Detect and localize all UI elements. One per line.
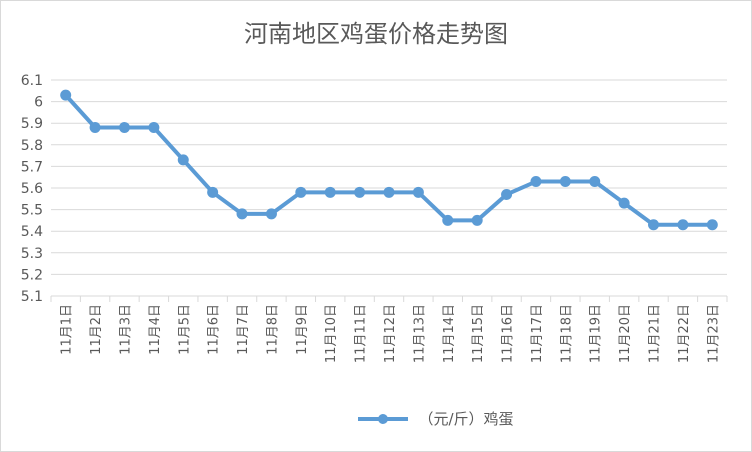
x-tick-label: 11月11日 — [354, 304, 369, 363]
x-tick-label: 11月10日 — [324, 304, 339, 363]
data-point — [265, 208, 277, 220]
x-tick-label: 11月9日 — [295, 304, 310, 355]
legend-label: （元/斤）鸡蛋 — [418, 410, 514, 428]
x-tick-label: 11月23日 — [706, 304, 721, 363]
data-point — [148, 122, 160, 134]
x-tick-label: 11月5日 — [177, 304, 192, 355]
data-point — [60, 89, 72, 101]
x-tick-label: 11月16日 — [501, 304, 516, 363]
data-point — [677, 219, 689, 231]
x-tick-label: 11月12日 — [383, 304, 398, 363]
x-tick-label: 11月20日 — [618, 304, 633, 363]
y-tick-label: 5.4 — [21, 224, 43, 240]
x-tick-label: 11月2日 — [89, 304, 104, 355]
data-point — [589, 176, 601, 188]
legend: （元/斤）鸡蛋 — [0, 408, 752, 430]
data-point — [236, 208, 248, 220]
x-tick-label: 11月8日 — [265, 304, 280, 355]
data-point — [295, 186, 307, 198]
data-point — [412, 186, 424, 198]
data-point — [501, 188, 513, 200]
x-tick-label: 11月4日 — [148, 304, 163, 355]
data-point — [442, 214, 454, 226]
data-point — [559, 176, 571, 188]
y-tick-label: 5.1 — [21, 289, 43, 305]
y-tick-label: 5.3 — [21, 246, 43, 262]
x-tick-label: 11月21日 — [648, 304, 663, 363]
series-line — [63, 93, 715, 227]
y-tick-label: 6 — [34, 95, 43, 111]
data-point — [118, 122, 130, 134]
data-point — [706, 219, 718, 231]
x-tick-label: 11月19日 — [589, 304, 604, 363]
y-tick-label: 6.1 — [21, 73, 43, 89]
y-tick-label: 5.2 — [21, 267, 43, 283]
x-tick-label: 11月7日 — [236, 304, 251, 355]
x-tick-label: 11月18日 — [559, 304, 574, 363]
data-point — [618, 197, 630, 209]
data-point — [207, 186, 219, 198]
y-tick-label: 5.5 — [21, 203, 43, 219]
x-tick-label: 11月1日 — [60, 304, 75, 355]
x-tick-label: 11月22日 — [677, 304, 692, 363]
x-tick-label: 11月13日 — [412, 304, 427, 363]
data-point — [471, 214, 483, 226]
x-tick-label: 11月17日 — [530, 304, 545, 363]
y-tick-label: 5.6 — [21, 181, 43, 197]
chart-title: 河南地区鸡蛋价格走势图 — [244, 20, 508, 48]
x-tick-label: 11月15日 — [471, 304, 486, 363]
y-tick-label: 5.7 — [21, 159, 43, 175]
data-point — [324, 186, 336, 198]
y-tick-label: 5.9 — [21, 116, 43, 132]
x-tick-label: 11月6日 — [207, 304, 222, 355]
data-point — [354, 186, 366, 198]
x-tick-label: 11月14日 — [442, 304, 457, 363]
data-point — [177, 154, 189, 166]
legend-marker-icon — [358, 413, 409, 424]
data-point — [648, 219, 660, 231]
data-point — [89, 122, 101, 134]
x-tick-label: 11月3日 — [118, 304, 133, 355]
data-point — [383, 186, 395, 198]
data-point — [530, 176, 542, 188]
y-tick-label: 5.8 — [21, 138, 43, 154]
